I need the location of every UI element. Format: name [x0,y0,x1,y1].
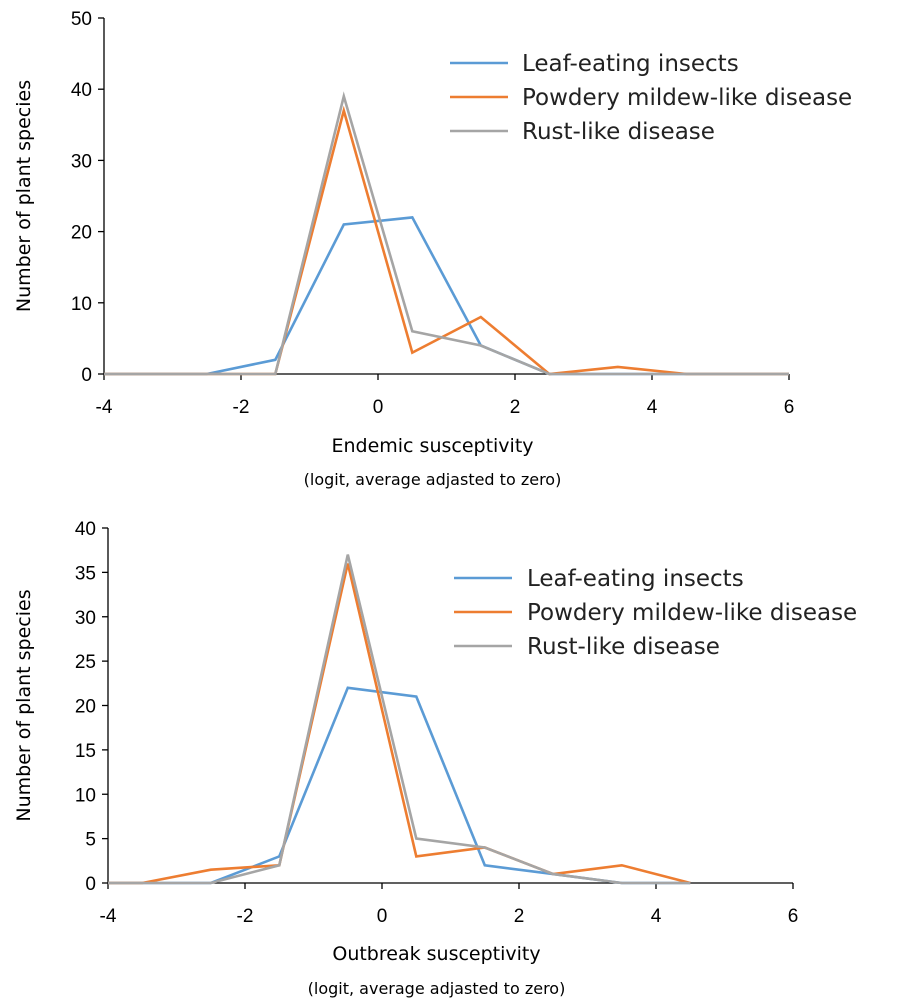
y-tick-label: 25 [75,652,96,673]
x-tick-label: 6 [788,906,799,927]
x-tick-label: 6 [784,397,795,418]
y-tick-label: 10 [75,785,96,806]
y-tick-label: 35 [75,563,96,584]
x-tick-label: -2 [233,397,250,418]
chart-panel-2: 0 5 10 15 20 25 30 35 40 -4 -2 0 2 4 6 Outbreak suscept… [13,519,857,998]
y-tick-label: 30 [75,608,96,629]
legend-label-powdery: Powdery mildew-like disease [527,600,857,626]
legend-label-leaf: Leaf-eating insects [522,51,739,77]
y-tick-label: 20 [75,697,96,718]
x-tick-label: 2 [514,906,525,927]
y-tick-label: 50 [71,9,92,30]
x-tick-label: 4 [647,397,658,418]
y-axis-title: Number of plant species [13,589,35,821]
x-axis-subtitle: (logit, average adjasted to zero) [304,470,562,489]
x-tick-label: 2 [510,397,521,418]
x-tick-label: -4 [100,906,117,927]
x-tick-label: 4 [651,906,662,927]
chart-panel-1: 0 10 20 30 40 50 -4 -2 0 2 4 6 Endemic susceptivity (… [13,9,852,489]
y-tick-label: 40 [71,80,92,101]
series-line-rust [108,554,691,885]
y-tick-label: 40 [75,519,96,540]
y-tick-label: 20 [71,223,92,244]
series-line-rust [104,91,789,376]
x-tick-label: 0 [373,397,384,418]
legend: Leaf-eating insects Powdery mildew-like d… [450,51,852,145]
y-axis-title: Number of plant species [13,80,35,312]
series-line-powdery [108,563,691,885]
y-tick-label: 0 [81,365,92,386]
x-tick-label: 0 [377,906,388,927]
y-tick-label: 0 [85,874,96,895]
series-line-powdery [104,105,789,376]
legend: Leaf-eating insects Powdery mildew-like d… [454,566,857,660]
legend-label-leaf: Leaf-eating insects [527,566,744,592]
y-tick-label: 10 [71,294,92,315]
legend-label-rust: Rust-like disease [527,634,720,660]
y-tick-label: 15 [75,741,96,762]
x-axis-subtitle: (logit, average adjasted to zero) [308,979,566,998]
x-axis-title: Endemic susceptivity [331,435,533,457]
x-axis-title: Outbreak susceptivity [332,943,540,965]
y-tick-label: 5 [85,830,96,851]
legend-label-rust: Rust-like disease [522,119,715,145]
y-tick-label: 30 [71,151,92,172]
legend-label-powdery: Powdery mildew-like disease [522,85,852,111]
x-tick-label: -2 [237,906,254,927]
series-line-leaf [104,216,789,376]
x-tick-label: -4 [96,397,113,418]
